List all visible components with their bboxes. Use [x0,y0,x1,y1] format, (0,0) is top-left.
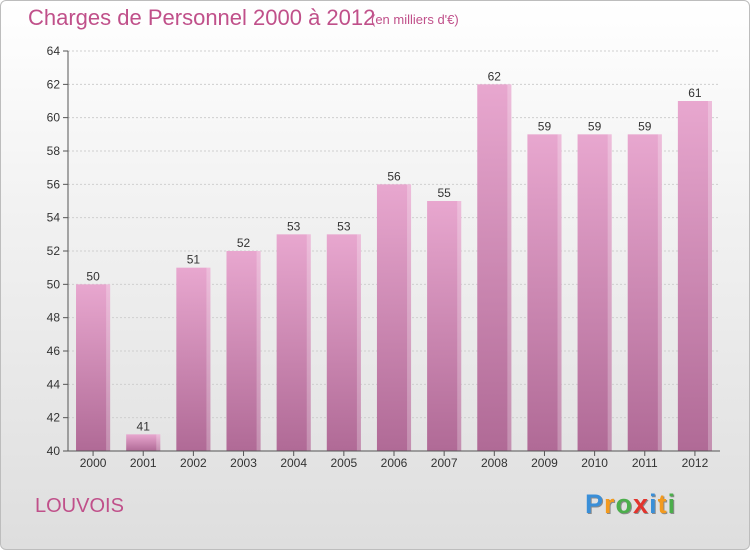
data-label: 41 [137,419,151,433]
data-label: 51 [187,253,201,267]
bar-2010 [577,134,612,452]
bar-2011 [627,134,662,452]
y-tick-label: 56 [47,177,61,191]
data-label: 53 [337,219,351,233]
bar-highlight [557,134,562,452]
bar-2001 [126,434,161,451]
data-label: 59 [538,119,552,133]
chart-unit: (en milliers d'€) [371,12,459,27]
y-tick-label: 48 [47,311,61,325]
bar-highlight [507,84,512,451]
bar-highlight [407,184,412,452]
x-tick-label: 2002 [180,456,207,470]
bar-2007 [427,201,462,451]
x-tick-label: 2010 [581,456,608,470]
x-tick-label: 2001 [130,456,157,470]
y-tick-label: 62 [47,77,61,91]
bar-highlight [156,434,161,451]
bar-2012 [677,101,712,451]
bar-2004 [276,234,311,451]
bar-highlight [206,267,211,451]
bar-highlight [256,251,261,451]
data-label: 50 [86,269,100,283]
y-tick-label: 46 [47,344,61,358]
y-tick-label: 44 [47,377,61,391]
bar-highlight [607,134,612,452]
y-tick-label: 42 [47,411,61,425]
bar-2000 [76,284,111,451]
logo-letter: i [649,489,658,519]
x-tick-label: 2000 [80,456,107,470]
data-label: 59 [638,119,652,133]
y-tick-label: 40 [47,444,61,458]
x-tick-label: 2011 [632,456,658,470]
bar-highlight [106,284,111,451]
data-label: 55 [437,186,451,200]
data-label: 56 [387,169,401,183]
x-tick-label: 2012 [682,456,709,470]
data-labels: 50 41 51 52 53 53 56 55 62 59 59 59 61 [86,69,702,433]
x-tick-label: 2005 [330,456,357,470]
y-tick-label: 50 [47,277,61,291]
x-tick-label: 2004 [280,456,307,470]
bar-highlight [356,234,361,451]
data-label: 61 [688,86,702,100]
bar-highlight [657,134,662,452]
logo-letter: i [667,489,677,519]
y-tick-label: 60 [47,111,61,125]
bar-2005 [326,234,361,451]
bar-2003 [226,251,261,451]
logo-letter: x [633,489,650,519]
x-tick-label: 2006 [381,456,408,470]
x-tick-label: 2008 [481,456,508,470]
x-tick-label: 2007 [431,456,458,470]
bar-highlight [306,234,311,451]
logo-letter: P [585,489,605,519]
y-tick-label: 52 [47,244,61,258]
bar-2008 [477,84,512,451]
city-name: LOUVOIS [35,495,124,517]
data-label: 62 [488,69,502,83]
data-label: 59 [588,119,602,133]
y-tick-label: 64 [47,44,61,58]
logo-letter: r [604,489,616,519]
logo-letter: t [657,489,668,519]
chart-title: Charges de Personnel 2000 à 2012 [28,5,376,30]
x-tick-label: 2009 [531,456,558,470]
bar-2002 [176,267,211,451]
x-tick-label: 2003 [230,456,257,470]
bars [76,84,712,452]
axes: 40 42 44 46 48 50 52 54 56 58 60 62 64 2000 2001 2002 20… [47,44,720,470]
proxiti-logo: Proxiti [585,489,676,520]
bar-2009 [527,134,562,452]
bar-2006 [376,184,412,452]
bar-highlight [707,101,712,451]
y-tick-label: 54 [47,211,61,225]
data-label: 52 [237,236,251,250]
logo-letter: o [615,489,634,519]
y-tick-label: 58 [47,144,61,158]
data-label: 53 [287,219,301,233]
bar-highlight [457,201,462,451]
